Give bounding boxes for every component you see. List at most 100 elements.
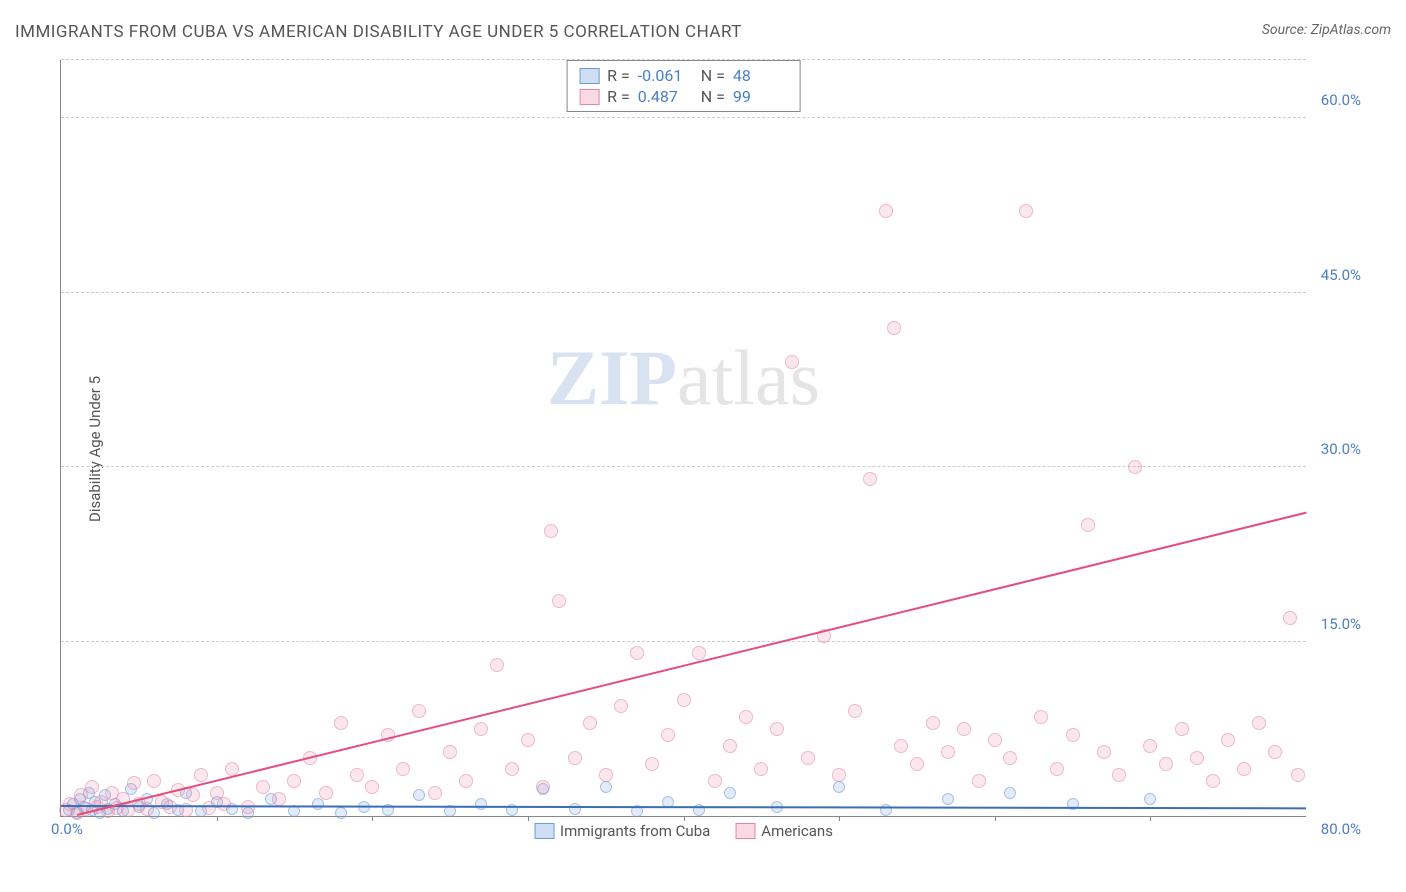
scatter-point-americans bbox=[287, 774, 301, 788]
legend-label-cuba: Immigrants from Cuba bbox=[560, 822, 710, 840]
scatter-point-americans bbox=[988, 733, 1002, 747]
y-tick-label: 15.0% bbox=[1321, 615, 1361, 633]
correlation-legend-box: R = -0.061 N = 48 R = 0.487 N = 99 bbox=[566, 60, 801, 112]
x-tick bbox=[372, 816, 373, 821]
scatter-point-americans bbox=[848, 704, 862, 718]
r-label: R = bbox=[607, 87, 630, 106]
scatter-point-americans bbox=[334, 716, 348, 730]
scatter-point-cuba bbox=[1004, 787, 1016, 799]
grid-line bbox=[61, 641, 1306, 642]
scatter-point-americans bbox=[1003, 751, 1017, 765]
x-tick bbox=[217, 816, 218, 821]
legend-row-cuba: R = -0.061 N = 48 bbox=[579, 65, 788, 86]
watermark-zip: ZIP bbox=[547, 334, 677, 421]
scatter-point-americans bbox=[1190, 751, 1204, 765]
scatter-point-americans bbox=[692, 646, 706, 660]
grid-line bbox=[61, 292, 1306, 293]
scatter-point-americans bbox=[941, 745, 955, 759]
scatter-point-americans bbox=[723, 739, 737, 753]
cuba-n-value: 48 bbox=[733, 66, 788, 85]
chart-container: Disability Age Under 5 ZIPatlas R = -0.0… bbox=[50, 60, 1366, 837]
scatter-point-cuba bbox=[569, 803, 581, 815]
scatter-point-americans bbox=[599, 768, 613, 782]
scatter-point-americans bbox=[894, 739, 908, 753]
scatter-point-americans bbox=[186, 788, 200, 802]
scatter-point-cuba bbox=[413, 789, 425, 801]
scatter-point-americans bbox=[926, 716, 940, 730]
scatter-point-americans bbox=[147, 774, 161, 788]
x-tick bbox=[684, 816, 685, 821]
x-tick bbox=[528, 816, 529, 821]
scatter-point-americans bbox=[202, 801, 216, 815]
legend-item-americans: Americans bbox=[735, 822, 833, 840]
scatter-point-americans bbox=[1050, 762, 1064, 776]
scatter-point-americans bbox=[1128, 460, 1142, 474]
scatter-point-americans bbox=[1221, 733, 1235, 747]
scatter-point-cuba bbox=[942, 793, 954, 805]
scatter-point-americans bbox=[739, 710, 753, 724]
n-label: N = bbox=[701, 87, 725, 106]
scatter-point-americans bbox=[645, 757, 659, 771]
americans-r-value: 0.487 bbox=[638, 87, 693, 106]
scatter-point-americans bbox=[879, 204, 893, 218]
legend-swatch-cuba bbox=[579, 68, 599, 84]
scatter-point-cuba bbox=[312, 798, 324, 810]
scatter-point-americans bbox=[887, 321, 901, 335]
scatter-point-americans bbox=[1175, 722, 1189, 736]
scatter-point-americans bbox=[412, 704, 426, 718]
scatter-point-americans bbox=[708, 774, 722, 788]
cuba-r-value: -0.061 bbox=[638, 66, 693, 85]
scatter-point-americans bbox=[1283, 611, 1297, 625]
scatter-point-americans bbox=[194, 768, 208, 782]
scatter-point-cuba bbox=[724, 787, 736, 799]
scatter-point-americans bbox=[801, 751, 815, 765]
source-label: Source: bbox=[1262, 22, 1311, 38]
r-label: R = bbox=[607, 66, 630, 85]
scatter-point-americans bbox=[490, 658, 504, 672]
scatter-point-americans bbox=[832, 768, 846, 782]
scatter-point-americans bbox=[754, 762, 768, 776]
grid-line bbox=[61, 466, 1306, 467]
scatter-point-americans bbox=[1034, 710, 1048, 724]
n-label: N = bbox=[701, 66, 725, 85]
scatter-point-cuba bbox=[475, 798, 487, 810]
legend-swatch-americans bbox=[735, 823, 755, 839]
series-legend: Immigrants from Cuba Americans bbox=[534, 822, 833, 840]
legend-swatch-cuba bbox=[534, 823, 554, 839]
scatter-point-americans bbox=[474, 722, 488, 736]
scatter-point-americans bbox=[428, 786, 442, 800]
scatter-point-americans bbox=[521, 733, 535, 747]
scatter-point-americans bbox=[319, 786, 333, 800]
x-tick bbox=[1150, 816, 1151, 821]
americans-n-value: 99 bbox=[733, 87, 788, 106]
grid-line bbox=[61, 117, 1306, 118]
legend-swatch-americans bbox=[579, 89, 599, 105]
plot-area: ZIPatlas R = -0.061 N = 48 R = 0.487 N =… bbox=[60, 60, 1306, 817]
scatter-point-americans bbox=[1143, 739, 1157, 753]
scatter-point-americans bbox=[910, 757, 924, 771]
scatter-point-americans bbox=[443, 745, 457, 759]
scatter-point-americans bbox=[256, 780, 270, 794]
x-tick bbox=[839, 816, 840, 821]
scatter-point-americans bbox=[544, 524, 558, 538]
chart-title: IMMIGRANTS FROM CUBA VS AMERICAN DISABIL… bbox=[15, 22, 742, 42]
scatter-point-americans bbox=[552, 594, 566, 608]
scatter-point-americans bbox=[863, 472, 877, 486]
scatter-point-americans bbox=[1268, 745, 1282, 759]
x-axis-origin-label: 0.0% bbox=[51, 820, 83, 838]
y-tick-label: 30.0% bbox=[1321, 440, 1361, 458]
x-tick bbox=[995, 816, 996, 821]
scatter-point-cuba bbox=[335, 807, 347, 819]
scatter-point-americans bbox=[583, 716, 597, 730]
grid-line bbox=[61, 59, 1306, 60]
legend-label-americans: Americans bbox=[761, 822, 833, 840]
scatter-point-americans bbox=[972, 774, 986, 788]
scatter-point-americans bbox=[677, 693, 691, 707]
legend-row-americans: R = 0.487 N = 99 bbox=[579, 86, 788, 107]
scatter-point-cuba bbox=[1144, 793, 1156, 805]
scatter-point-americans bbox=[1112, 768, 1126, 782]
scatter-point-americans bbox=[785, 355, 799, 369]
scatter-point-americans bbox=[770, 722, 784, 736]
scatter-point-americans bbox=[1159, 757, 1173, 771]
source-attribution: Source: ZipAtlas.com bbox=[1262, 22, 1391, 38]
